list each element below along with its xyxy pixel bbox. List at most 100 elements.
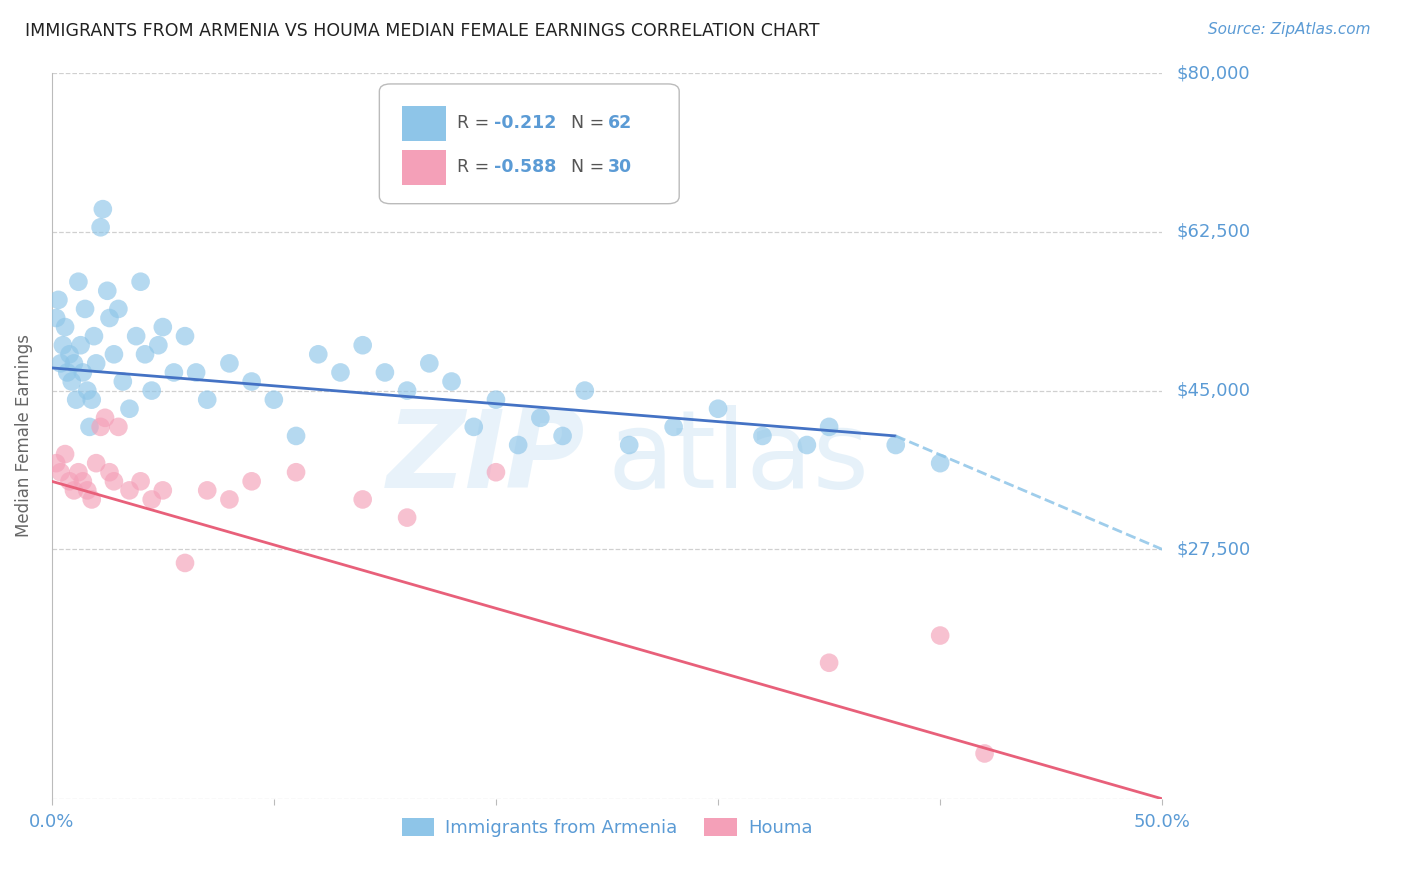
Point	[96, 284, 118, 298]
Text: 62: 62	[609, 114, 633, 132]
Point	[418, 356, 440, 370]
Point	[396, 384, 419, 398]
Point	[83, 329, 105, 343]
Point	[125, 329, 148, 343]
Text: atlas: atlas	[607, 405, 869, 511]
Point	[485, 465, 508, 479]
Point	[551, 429, 574, 443]
Point	[65, 392, 87, 407]
Point	[129, 275, 152, 289]
Point	[929, 628, 952, 642]
Point	[352, 338, 374, 352]
Point	[98, 311, 121, 326]
Point	[58, 475, 80, 489]
Point	[152, 320, 174, 334]
Point	[285, 465, 308, 479]
Text: 0.0%: 0.0%	[30, 813, 75, 830]
Point	[60, 375, 83, 389]
Point	[75, 301, 97, 316]
Point	[163, 366, 186, 380]
Point	[396, 510, 419, 524]
Point	[94, 410, 117, 425]
Point	[111, 375, 134, 389]
Point	[56, 366, 79, 380]
Point	[49, 465, 72, 479]
Point	[574, 384, 596, 398]
Bar	[402, 106, 446, 141]
Point	[184, 366, 207, 380]
Point	[53, 447, 76, 461]
Point	[218, 492, 240, 507]
Point	[195, 392, 218, 407]
Point	[129, 475, 152, 489]
Text: Source: ZipAtlas.com: Source: ZipAtlas.com	[1208, 22, 1371, 37]
Y-axis label: Median Female Earnings: Median Female Earnings	[15, 334, 32, 538]
Point	[118, 401, 141, 416]
Point	[58, 347, 80, 361]
Point	[48, 293, 70, 307]
Point	[107, 420, 129, 434]
Point	[91, 202, 114, 216]
Point	[98, 465, 121, 479]
Text: N =: N =	[571, 114, 610, 132]
Point	[49, 356, 72, 370]
Point	[529, 410, 551, 425]
Point	[134, 347, 156, 361]
Point	[141, 492, 163, 507]
Point	[195, 483, 218, 498]
Point	[67, 465, 90, 479]
Point	[76, 483, 98, 498]
Text: $27,500: $27,500	[1177, 541, 1250, 558]
Point	[141, 384, 163, 398]
Point	[107, 301, 129, 316]
Point	[352, 492, 374, 507]
Point	[63, 356, 86, 370]
Point	[818, 420, 841, 434]
Point	[103, 347, 125, 361]
Text: N =: N =	[571, 159, 610, 177]
Point	[240, 475, 263, 489]
Point	[463, 420, 485, 434]
Point	[63, 483, 86, 498]
Legend: Immigrants from Armenia, Houma: Immigrants from Armenia, Houma	[395, 811, 820, 844]
Point	[80, 492, 103, 507]
Point	[67, 275, 90, 289]
Text: $45,000: $45,000	[1177, 382, 1250, 400]
Point	[90, 220, 112, 235]
Text: $62,500: $62,500	[1177, 223, 1250, 241]
Text: 30: 30	[609, 159, 633, 177]
Point	[240, 375, 263, 389]
Point	[440, 375, 463, 389]
Point	[52, 338, 75, 352]
Text: IMMIGRANTS FROM ARMENIA VS HOUMA MEDIAN FEMALE EARNINGS CORRELATION CHART: IMMIGRANTS FROM ARMENIA VS HOUMA MEDIAN …	[25, 22, 820, 40]
Point	[619, 438, 641, 452]
Point	[53, 320, 76, 334]
Point	[72, 366, 94, 380]
Point	[45, 456, 67, 470]
Point	[285, 429, 308, 443]
Point	[707, 401, 730, 416]
Bar	[402, 150, 446, 185]
Point	[818, 656, 841, 670]
Point	[90, 420, 112, 434]
Text: R =: R =	[457, 114, 495, 132]
Text: -0.588: -0.588	[494, 159, 557, 177]
Text: $80,000: $80,000	[1177, 64, 1250, 82]
Point	[174, 329, 197, 343]
Point	[796, 438, 818, 452]
Point	[884, 438, 907, 452]
Point	[45, 311, 67, 326]
Point	[80, 392, 103, 407]
Point	[973, 747, 995, 761]
Point	[76, 384, 98, 398]
Point	[751, 429, 773, 443]
Point	[84, 456, 107, 470]
Point	[307, 347, 329, 361]
Point	[662, 420, 685, 434]
Point	[79, 420, 101, 434]
Point	[148, 338, 170, 352]
Point	[374, 366, 396, 380]
Point	[329, 366, 352, 380]
Point	[103, 475, 125, 489]
Text: 50.0%: 50.0%	[1133, 813, 1191, 830]
